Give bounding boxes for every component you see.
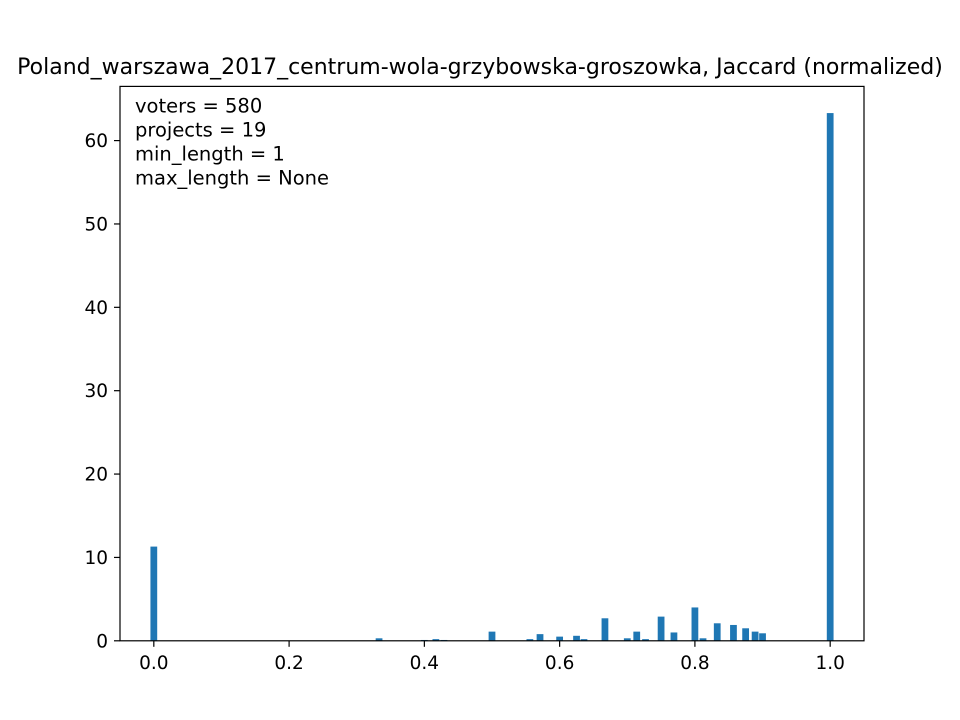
x-tick-label: 1.0 — [815, 653, 844, 674]
annotation-line: projects = 19 — [135, 118, 266, 141]
plot-frame — [119, 85, 865, 642]
y-tick-label: 10 — [84, 548, 108, 569]
x-tick-label: 0.2 — [274, 653, 303, 674]
histogram-bar — [556, 636, 564, 641]
x-tick-label: 0.6 — [545, 653, 574, 674]
histogram-bar — [488, 631, 496, 641]
y-axis: 0 10 20 30 40 50 60 — [84, 131, 120, 652]
histogram-bar — [536, 634, 544, 641]
histogram-bar — [432, 639, 440, 641]
histogram-bar — [623, 638, 631, 641]
histogram-bar — [526, 639, 534, 641]
y-tick-label: 20 — [84, 465, 108, 486]
x-axis: 0.0 0.2 0.4 0.6 0.8 1.0 — [139, 640, 845, 674]
histogram-bar — [751, 631, 759, 641]
histogram-bar — [730, 624, 737, 641]
y-tick-label: 40 — [84, 298, 108, 319]
histogram-bar — [657, 616, 665, 641]
histogram-bar — [375, 638, 383, 641]
histogram-bar — [713, 623, 721, 641]
y-tick-label: 50 — [84, 214, 108, 235]
histogram-bar — [601, 618, 609, 641]
histogram-bar — [642, 639, 649, 641]
histogram-bar — [759, 633, 766, 641]
histogram-bar — [699, 638, 707, 641]
histogram-bar — [580, 639, 588, 641]
bars-group — [150, 113, 834, 641]
x-tick-label: 0.8 — [680, 653, 709, 674]
y-tick-label: 60 — [84, 131, 108, 152]
histogram-bar — [670, 632, 678, 641]
histogram-bar — [573, 635, 580, 641]
y-tick-label: 30 — [84, 381, 108, 402]
annotation-line: max_length = None — [135, 166, 329, 189]
x-tick-label: 0.4 — [410, 653, 439, 674]
histogram-bar — [633, 631, 641, 641]
histogram-bar — [691, 607, 699, 641]
chart-title: Poland_warszawa_2017_centrum-wola-grzybo… — [17, 55, 943, 80]
histogram-bar — [150, 546, 158, 641]
y-tick-label: 0 — [96, 631, 108, 652]
annotation-line: voters = 580 — [135, 94, 262, 117]
x-tick-label: 0.0 — [139, 653, 168, 674]
histogram-bar — [742, 628, 750, 641]
histogram-bar — [826, 113, 834, 641]
annotation-line: min_length = 1 — [135, 142, 285, 165]
